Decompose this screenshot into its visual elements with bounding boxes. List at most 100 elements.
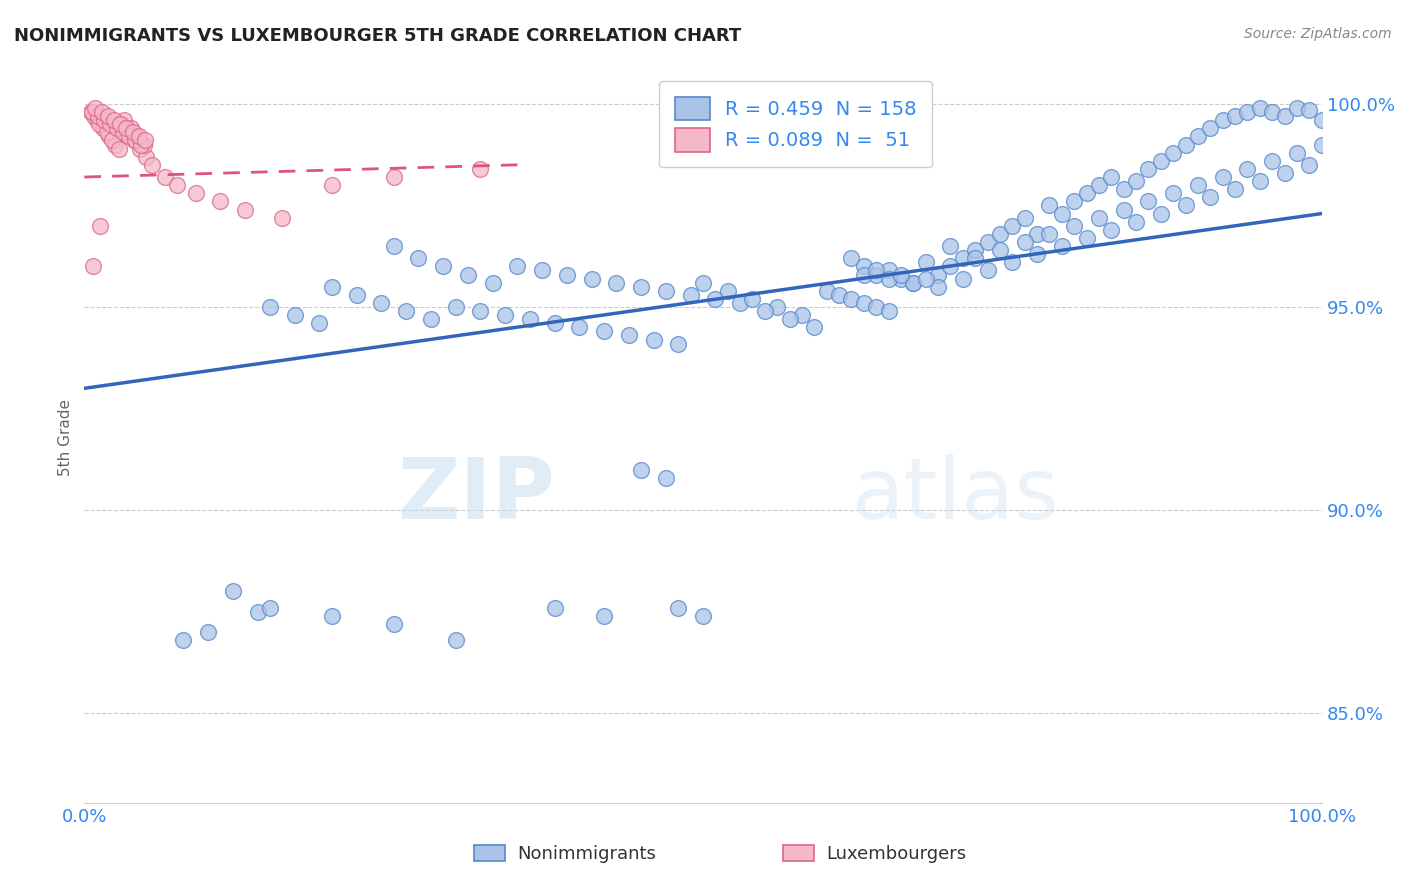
Point	[617, 328, 640, 343]
Point	[115, 121, 138, 136]
Point	[1310, 137, 1333, 152]
Point	[481, 276, 503, 290]
Point	[141, 158, 163, 172]
Point	[432, 260, 454, 274]
Point	[233, 202, 256, 217]
Point	[1174, 137, 1197, 152]
Point	[605, 276, 627, 290]
Point	[927, 268, 949, 282]
Point	[728, 296, 751, 310]
Point	[184, 186, 207, 201]
Point	[222, 584, 245, 599]
Point	[1063, 194, 1085, 209]
Point	[129, 142, 152, 156]
Y-axis label: 5th Grade: 5th Grade	[58, 399, 73, 475]
Point	[1285, 101, 1308, 115]
Point	[914, 271, 936, 285]
Point	[1161, 186, 1184, 201]
Point	[321, 279, 343, 293]
Point	[172, 633, 194, 648]
Point	[83, 109, 105, 123]
Point	[1150, 206, 1173, 220]
Point	[976, 235, 998, 249]
Point	[1223, 182, 1246, 196]
Point	[1099, 169, 1122, 184]
Point	[865, 263, 887, 277]
Point	[965, 243, 987, 257]
Point	[877, 263, 900, 277]
Point	[965, 252, 987, 266]
Point	[865, 300, 887, 314]
Point	[382, 617, 405, 632]
Point	[1001, 255, 1024, 269]
Point	[1050, 206, 1073, 220]
Point	[1236, 161, 1258, 176]
Point	[98, 117, 121, 131]
Point	[108, 142, 131, 156]
FancyBboxPatch shape	[474, 846, 505, 862]
Point	[1014, 211, 1036, 225]
Point	[444, 633, 467, 648]
Point	[79, 105, 101, 120]
Point	[1001, 219, 1024, 233]
Point	[86, 113, 108, 128]
Point	[1223, 109, 1246, 123]
Point	[779, 312, 801, 326]
Point	[643, 333, 665, 347]
Point	[790, 308, 813, 322]
Point	[1249, 101, 1271, 115]
Point	[1274, 109, 1296, 123]
Point	[890, 268, 912, 282]
Text: Source: ZipAtlas.com: Source: ZipAtlas.com	[1244, 27, 1392, 41]
Point	[1038, 198, 1060, 212]
Point	[717, 284, 740, 298]
Point	[1249, 174, 1271, 188]
Point	[259, 300, 281, 314]
Point	[1112, 202, 1135, 217]
Point	[581, 271, 603, 285]
Text: ZIP: ZIP	[396, 454, 554, 537]
Point	[666, 336, 689, 351]
Point	[692, 608, 714, 623]
Point	[271, 211, 294, 225]
Point	[132, 137, 155, 152]
Point	[1187, 178, 1209, 193]
Point	[1199, 190, 1222, 204]
Point	[555, 268, 578, 282]
Point	[1212, 169, 1234, 184]
Point	[93, 113, 115, 128]
Point	[90, 105, 112, 120]
Point	[1236, 105, 1258, 120]
Point	[1212, 113, 1234, 128]
Point	[927, 279, 949, 293]
Point	[852, 268, 875, 282]
Point	[1174, 198, 1197, 212]
Point	[903, 276, 925, 290]
Point	[470, 304, 492, 318]
Point	[890, 271, 912, 285]
Point	[87, 109, 110, 123]
Point	[1137, 194, 1160, 209]
Point	[692, 276, 714, 290]
Point	[655, 284, 678, 298]
Point	[308, 316, 330, 330]
Point	[828, 288, 851, 302]
Point	[117, 125, 139, 139]
Point	[395, 304, 418, 318]
Point	[321, 178, 343, 193]
Point	[1261, 105, 1284, 120]
Point	[815, 284, 838, 298]
Point	[80, 105, 103, 120]
Point	[118, 129, 141, 144]
Point	[129, 137, 152, 152]
Point	[1137, 161, 1160, 176]
Point	[666, 600, 689, 615]
Text: Nonimmigrants: Nonimmigrants	[517, 845, 657, 863]
Point	[97, 109, 120, 123]
Text: Luxembourgers: Luxembourgers	[827, 845, 967, 863]
Point	[96, 125, 118, 139]
Point	[246, 605, 269, 619]
Point	[135, 150, 157, 164]
Point	[952, 252, 974, 266]
Point	[321, 608, 343, 623]
